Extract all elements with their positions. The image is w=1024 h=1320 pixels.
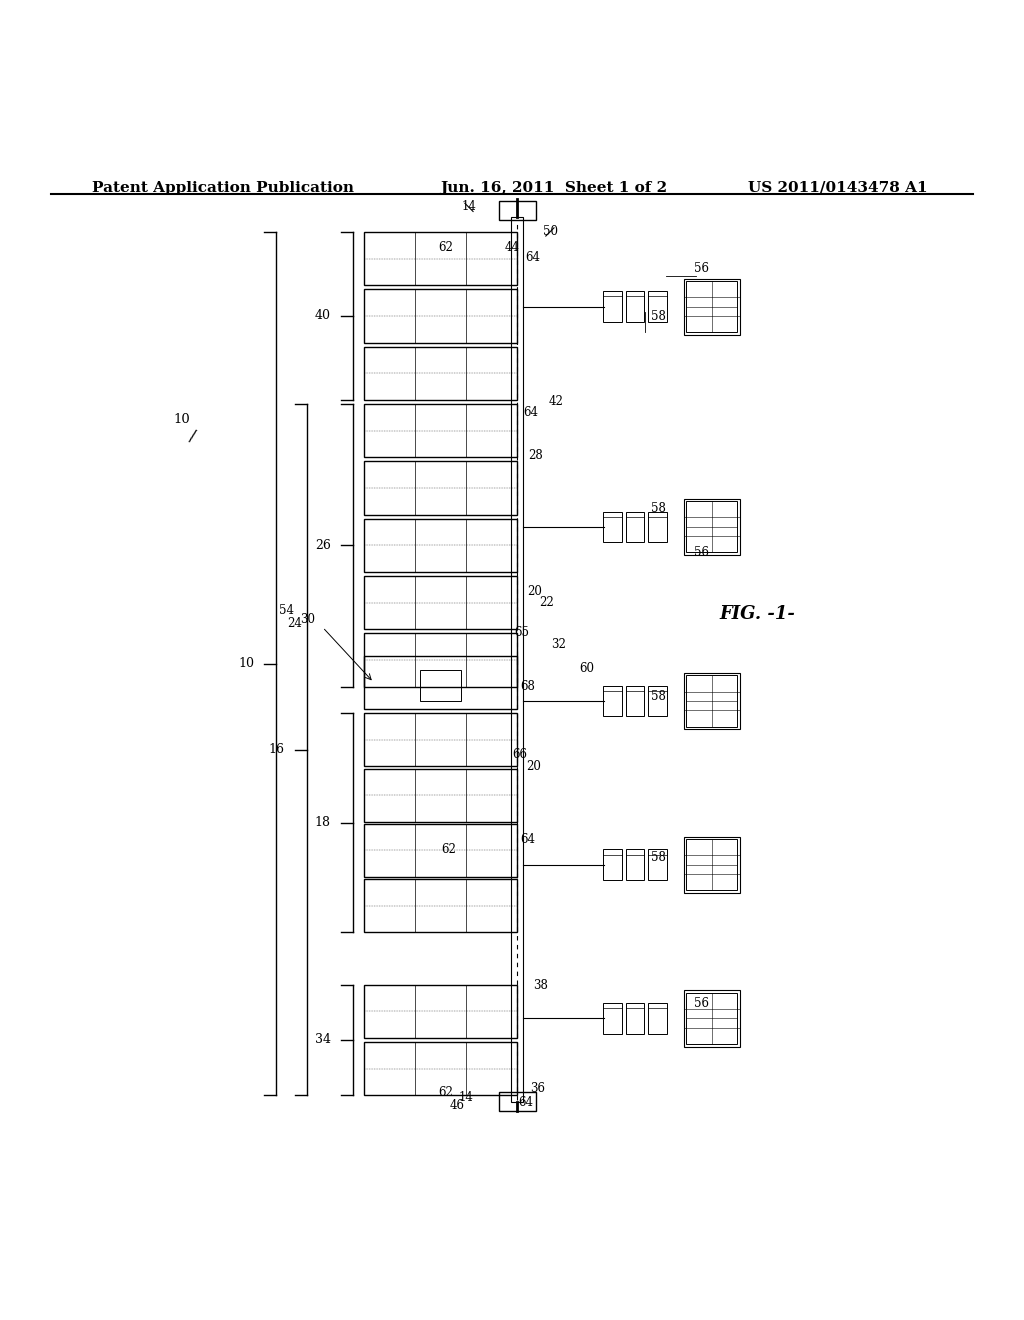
Bar — [686, 676, 737, 726]
Text: 38: 38 — [534, 979, 548, 993]
Bar — [684, 499, 739, 554]
Bar — [364, 519, 517, 572]
Bar — [499, 201, 536, 219]
Text: 64: 64 — [525, 251, 540, 264]
Bar — [648, 292, 667, 322]
Bar — [626, 1003, 644, 1034]
Bar — [648, 512, 667, 543]
Bar — [626, 850, 644, 880]
Bar — [626, 512, 644, 543]
Bar — [648, 1003, 667, 1034]
Bar — [364, 713, 517, 767]
Text: 64: 64 — [518, 1096, 532, 1109]
Bar — [364, 404, 517, 457]
Bar — [603, 292, 622, 322]
Text: 32: 32 — [551, 638, 565, 651]
Bar — [364, 656, 517, 709]
Bar — [648, 850, 667, 880]
Text: 20: 20 — [527, 585, 542, 598]
Text: 30: 30 — [300, 612, 314, 626]
Bar — [684, 673, 739, 729]
Text: 66: 66 — [513, 747, 527, 760]
Text: 60: 60 — [580, 661, 594, 675]
Bar — [684, 837, 739, 892]
Text: 44: 44 — [505, 240, 519, 253]
Text: 42: 42 — [549, 396, 563, 408]
Bar — [364, 576, 517, 630]
Bar — [364, 462, 517, 515]
Text: 14: 14 — [459, 1090, 473, 1104]
Bar — [364, 634, 517, 686]
Bar — [648, 685, 667, 717]
Text: 62: 62 — [438, 1085, 453, 1098]
Bar — [686, 993, 737, 1044]
Bar — [603, 1003, 622, 1034]
Text: 50: 50 — [544, 226, 558, 239]
Text: 68: 68 — [520, 680, 535, 693]
Bar — [684, 990, 739, 1047]
Text: 14: 14 — [462, 199, 476, 213]
Bar — [364, 985, 517, 1038]
Text: 64: 64 — [523, 405, 538, 418]
Text: 10: 10 — [174, 413, 190, 426]
Bar — [686, 502, 737, 553]
Text: 46: 46 — [450, 1100, 464, 1111]
Bar — [420, 671, 461, 701]
Text: 18: 18 — [314, 816, 331, 829]
Text: 58: 58 — [651, 690, 666, 704]
Text: 54: 54 — [280, 605, 294, 618]
Text: 40: 40 — [314, 309, 331, 322]
Text: 34: 34 — [314, 1034, 331, 1047]
Text: FIG. -1-: FIG. -1- — [720, 605, 796, 623]
Bar — [686, 281, 737, 333]
Text: /: / — [187, 428, 198, 446]
Bar — [364, 232, 517, 285]
Bar — [511, 216, 523, 1102]
Bar — [364, 1041, 517, 1096]
Bar — [684, 279, 739, 335]
Text: 58: 58 — [651, 310, 666, 323]
Text: 56: 56 — [694, 263, 709, 276]
Bar — [364, 768, 517, 822]
Text: Patent Application Publication: Patent Application Publication — [92, 181, 354, 195]
Text: 58: 58 — [651, 851, 666, 865]
Text: 22: 22 — [540, 597, 554, 609]
Text: 20: 20 — [526, 760, 541, 774]
Text: 62: 62 — [441, 843, 456, 855]
Text: 10: 10 — [238, 657, 254, 671]
Text: 16: 16 — [268, 743, 285, 756]
Bar — [364, 347, 517, 400]
Text: 56: 56 — [694, 997, 709, 1010]
Bar — [364, 879, 517, 932]
Text: 65: 65 — [515, 626, 529, 639]
Bar — [686, 840, 737, 891]
Text: US 2011/0143478 A1: US 2011/0143478 A1 — [748, 181, 927, 195]
Bar — [626, 685, 644, 717]
Text: 24: 24 — [288, 616, 302, 630]
Bar — [364, 824, 517, 876]
Text: 26: 26 — [314, 539, 331, 552]
Bar — [603, 850, 622, 880]
Bar — [499, 1092, 536, 1110]
Bar — [603, 685, 622, 717]
Bar — [626, 292, 644, 322]
Bar — [364, 289, 517, 343]
Text: 28: 28 — [528, 449, 543, 462]
Text: 58: 58 — [651, 502, 666, 515]
Text: Jun. 16, 2011  Sheet 1 of 2: Jun. 16, 2011 Sheet 1 of 2 — [440, 181, 668, 195]
Text: 64: 64 — [520, 833, 535, 846]
Text: 62: 62 — [438, 240, 453, 253]
Text: 36: 36 — [530, 1081, 545, 1094]
Bar — [603, 512, 622, 543]
Text: 56: 56 — [694, 546, 709, 558]
